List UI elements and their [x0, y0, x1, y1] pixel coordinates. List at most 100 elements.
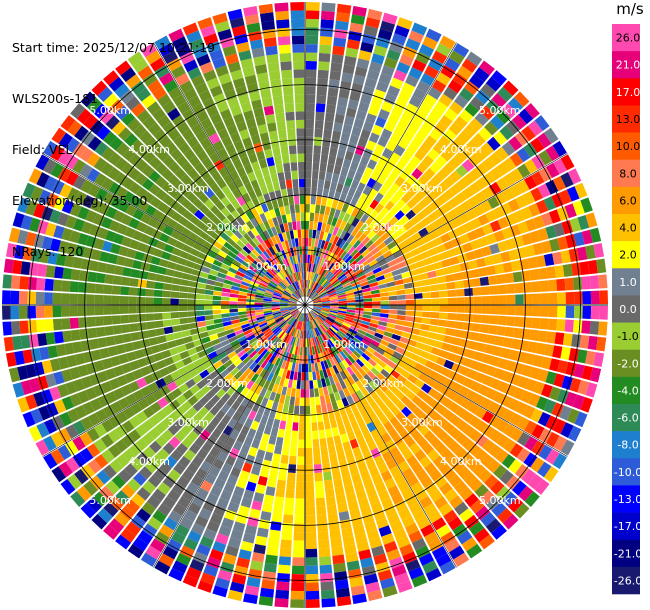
velocity-gate — [488, 181, 502, 195]
velocity-gate — [489, 429, 503, 443]
velocity-gate — [317, 239, 323, 249]
velocity-gate — [337, 294, 347, 298]
velocity-gate — [233, 113, 245, 125]
velocity-gate — [374, 436, 385, 448]
velocity-gate — [384, 93, 397, 105]
velocity-gate — [388, 384, 399, 394]
velocity-gate — [478, 60, 495, 76]
velocity-gate — [543, 127, 559, 144]
velocity-gate — [505, 475, 521, 491]
velocity-gate — [255, 257, 264, 266]
velocity-gate — [349, 22, 364, 34]
velocity-gate — [159, 461, 173, 475]
velocity-gate — [242, 326, 252, 333]
velocity-gate — [500, 202, 513, 216]
velocity-gate — [373, 250, 383, 259]
velocity-gate — [378, 283, 388, 289]
velocity-gate — [415, 341, 425, 350]
velocity-gate — [313, 455, 322, 465]
velocity-gate — [311, 178, 318, 188]
velocity-gate — [318, 213, 324, 223]
velocity-gate — [386, 322, 396, 329]
velocity-gate — [309, 212, 315, 222]
velocity-gate — [297, 371, 302, 381]
velocity-gate — [471, 323, 481, 333]
velocity-gate — [288, 300, 297, 304]
velocity-gate — [272, 181, 281, 192]
velocity-gate — [414, 305, 423, 311]
velocity-gate — [162, 194, 174, 206]
velocity-gate — [229, 308, 239, 313]
velocity-gate — [468, 443, 482, 457]
velocity-gate — [308, 289, 312, 298]
velocity-gate — [493, 368, 505, 380]
velocity-gate — [318, 276, 325, 285]
velocity-gate — [291, 294, 299, 301]
velocity-gate — [239, 236, 249, 246]
velocity-gate — [382, 250, 393, 259]
velocity-gate — [507, 398, 520, 412]
velocity-gate — [87, 327, 98, 339]
velocity-gate — [65, 381, 77, 395]
velocity-gate — [240, 284, 249, 290]
velocity-gate — [491, 502, 507, 517]
velocity-gate — [427, 331, 437, 340]
velocity-gate — [97, 227, 109, 240]
velocity-gate — [224, 509, 237, 521]
velocity-gate — [282, 278, 290, 287]
velocity-gate — [226, 363, 236, 373]
velocity-gate — [546, 162, 560, 179]
velocity-gate — [384, 200, 395, 211]
velocity-gate — [209, 548, 224, 561]
velocity-gate — [496, 434, 510, 448]
velocity-gate — [293, 60, 305, 70]
velocity-gate — [332, 45, 345, 56]
velocity-gate — [301, 288, 304, 297]
velocity-gate — [191, 74, 205, 88]
velocity-gate — [532, 354, 544, 368]
velocity-gate — [152, 108, 166, 122]
velocity-gate — [246, 299, 255, 303]
velocity-gate — [545, 225, 557, 239]
velocity-gate — [163, 326, 174, 335]
velocity-gate — [294, 346, 299, 355]
velocity-gate — [221, 414, 232, 425]
velocity-gate — [533, 215, 545, 229]
velocity-gate — [418, 186, 430, 198]
velocity-gate — [348, 275, 358, 282]
velocity-gate — [77, 232, 89, 246]
velocity-gate — [319, 370, 325, 380]
velocity-gate — [422, 154, 435, 167]
velocity-gate — [390, 194, 401, 205]
velocity-gate — [416, 389, 428, 400]
velocity-gate — [248, 410, 257, 421]
velocity-gate — [254, 355, 263, 364]
velocity-gate — [268, 246, 276, 256]
velocity-gate — [162, 225, 174, 236]
velocity-gate — [118, 245, 129, 257]
velocity-gate — [508, 249, 519, 261]
velocity-gate — [287, 379, 293, 389]
velocity-gate — [423, 94, 438, 107]
velocity-gate — [406, 455, 419, 467]
velocity-gate — [453, 552, 470, 567]
info-panel: Start time: 2025/12/07 10:21:19 WLS200s-… — [12, 5, 215, 277]
velocity-gate — [539, 280, 549, 292]
velocity-gate — [354, 292, 364, 297]
velocity-gate — [253, 142, 264, 153]
velocity-gate — [346, 309, 356, 313]
velocity-gate — [317, 531, 329, 541]
velocity-gate — [231, 573, 247, 585]
velocity-gate — [489, 315, 499, 325]
velocity-gate — [328, 327, 337, 335]
velocity-gate — [87, 412, 101, 427]
velocity-gate — [370, 315, 380, 321]
velocity-gate — [302, 262, 305, 272]
velocity-gate — [36, 172, 50, 188]
velocity-gate — [336, 596, 352, 607]
velocity-gate — [358, 245, 368, 255]
velocity-gate — [287, 316, 294, 324]
velocity-gate — [320, 278, 328, 287]
velocity-gate — [377, 569, 393, 582]
velocity-gate — [370, 170, 381, 181]
